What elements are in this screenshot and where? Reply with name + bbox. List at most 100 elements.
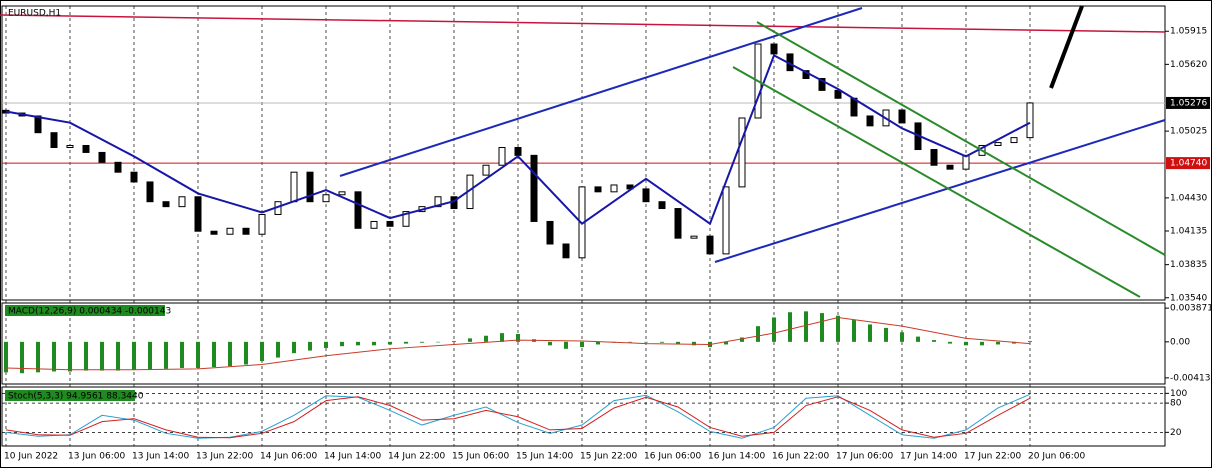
price-label: 1.05276 [1170, 98, 1207, 108]
y-tick-label: 1.04135 [1170, 226, 1207, 236]
stoch-title: Stoch(5,3,3) 94.9561 88.3440 [8, 392, 144, 402]
histogram-bar [196, 341, 200, 368]
candle-body [930, 149, 938, 166]
y-tick-label: 1.05915 [1170, 27, 1207, 37]
x-tick-label: 17 Jun 06:00 [836, 452, 893, 462]
histogram-bar [852, 320, 856, 342]
histogram-bar [308, 341, 312, 351]
histogram-bar [964, 341, 968, 346]
x-tick-label: 14 Jun 22:00 [388, 452, 445, 462]
histogram-bar [692, 341, 696, 346]
histogram-bar [164, 341, 168, 369]
x-tick-label: 15 Jun 22:00 [580, 452, 637, 462]
x-tick-label: 13 Jun 22:00 [196, 452, 253, 462]
y-tick-label: 1.03540 [1170, 293, 1207, 303]
channel-line [732, 66, 1141, 298]
histogram-bar [116, 341, 120, 371]
x-tick-label: 15 Jun 14:00 [516, 452, 573, 462]
histogram-bar [292, 341, 296, 354]
histogram-bar [596, 341, 600, 345]
x-tick-label: 13 Jun 06:00 [68, 452, 125, 462]
histogram-bar [68, 341, 72, 372]
x-tick-label: 10 Jun 2022 [4, 452, 58, 462]
candle-body [994, 142, 1002, 146]
candle-body [770, 43, 778, 55]
x-tick-label: 17 Jun 14:00 [900, 452, 957, 462]
candle-body [642, 188, 650, 203]
candle-body [1026, 102, 1034, 139]
histogram-bar [372, 341, 376, 346]
candle-body [818, 77, 826, 91]
stoch-panel [1, 386, 1166, 447]
candle-body [354, 191, 362, 229]
macd-panel [1, 302, 1166, 385]
candle-body [50, 132, 58, 149]
candle-body [386, 220, 394, 227]
histogram-bar [948, 341, 952, 344]
main-panel [1, 5, 1166, 301]
candle-body [946, 164, 954, 170]
histogram-bar [340, 341, 344, 347]
histogram-bar [788, 312, 792, 342]
candle-body [722, 186, 730, 255]
stoch-line [5, 393, 1031, 439]
price-label-bg [1166, 157, 1210, 170]
histogram-bar [756, 326, 760, 342]
histogram-bar [772, 317, 776, 342]
candle-body [82, 144, 90, 153]
signal-line [5, 316, 1031, 371]
candle-body [242, 227, 250, 235]
histogram-bar [900, 332, 904, 342]
drawing-objects [0, 5, 1166, 298]
y-tick-label: 20 [1170, 428, 1182, 438]
histogram-bar [132, 341, 136, 370]
histogram-bar [100, 341, 104, 371]
histogram-bar [516, 334, 520, 342]
histogram-bar [484, 335, 488, 342]
price-label: 1.04740 [1170, 159, 1207, 169]
candle-body [306, 171, 314, 203]
candle-body [514, 147, 522, 156]
histogram-bar [564, 341, 568, 349]
histogram-bar [420, 341, 424, 343]
candle-body [34, 115, 42, 134]
histogram-bar [388, 341, 392, 345]
histogram-bar [20, 341, 24, 374]
candle-body [114, 161, 122, 173]
y-tick-label: 0.003871 [1170, 304, 1212, 314]
histogram-bar [276, 341, 280, 358]
candle-body [706, 235, 714, 255]
histogram-bar [356, 341, 360, 346]
candle-body [258, 213, 266, 235]
candle-body [866, 115, 874, 127]
histogram-bar [500, 333, 504, 342]
histogram-bar [916, 336, 920, 342]
y-tick-label: 1.04430 [1170, 193, 1207, 203]
candle-body [434, 196, 442, 208]
candle-body [66, 144, 74, 149]
histogram-bar [644, 341, 648, 343]
x-tick-label: 17 Jun 22:00 [964, 452, 1021, 462]
y-tick-label: 80 [1170, 399, 1182, 409]
histogram-bar [932, 340, 936, 342]
histogram-bar [52, 341, 56, 372]
trend-line [0, 14, 1166, 33]
candle-body [226, 227, 234, 235]
y-tick-label: 100 [1170, 389, 1187, 399]
histogram-bar [628, 341, 632, 343]
candle-body [338, 191, 346, 196]
x-tick-label: 16 Jun 22:00 [772, 452, 829, 462]
x-tick-label: 13 Jun 14:00 [132, 452, 189, 462]
moving-average [5, 53, 1031, 226]
histogram-bar [804, 311, 808, 342]
x-tick-label: 20 Jun 06:00 [1028, 452, 1085, 462]
y-tick-label: 0.00 [1170, 337, 1190, 347]
histogram-bar [1028, 340, 1032, 342]
histogram-bar [884, 327, 888, 342]
y-tick-label: -0.004136 [1170, 373, 1212, 383]
histogram-bar [836, 315, 840, 342]
stoch-title-bg [5, 390, 135, 401]
channel-line [714, 119, 1166, 263]
candle-body [610, 184, 618, 193]
